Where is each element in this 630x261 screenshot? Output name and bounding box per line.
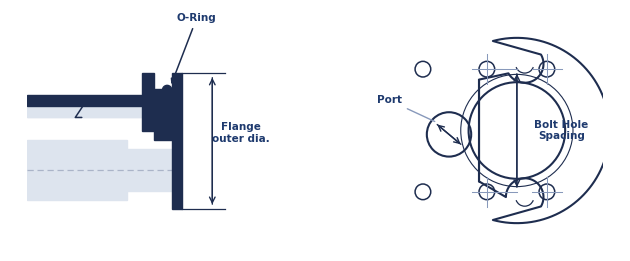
Circle shape <box>163 85 172 95</box>
Bar <box>172 73 182 209</box>
Bar <box>27 140 127 200</box>
Bar <box>127 149 172 191</box>
Text: Bolt Hole
Spacing: Bolt Hole Spacing <box>534 120 588 141</box>
Bar <box>154 89 172 140</box>
Bar <box>27 95 172 106</box>
Bar <box>27 106 172 117</box>
Text: Port: Port <box>377 96 435 122</box>
Text: Flange
outer dia.: Flange outer dia. <box>212 122 270 144</box>
Bar <box>142 73 154 130</box>
Text: O-Ring: O-Ring <box>171 13 217 83</box>
Bar <box>27 106 172 117</box>
